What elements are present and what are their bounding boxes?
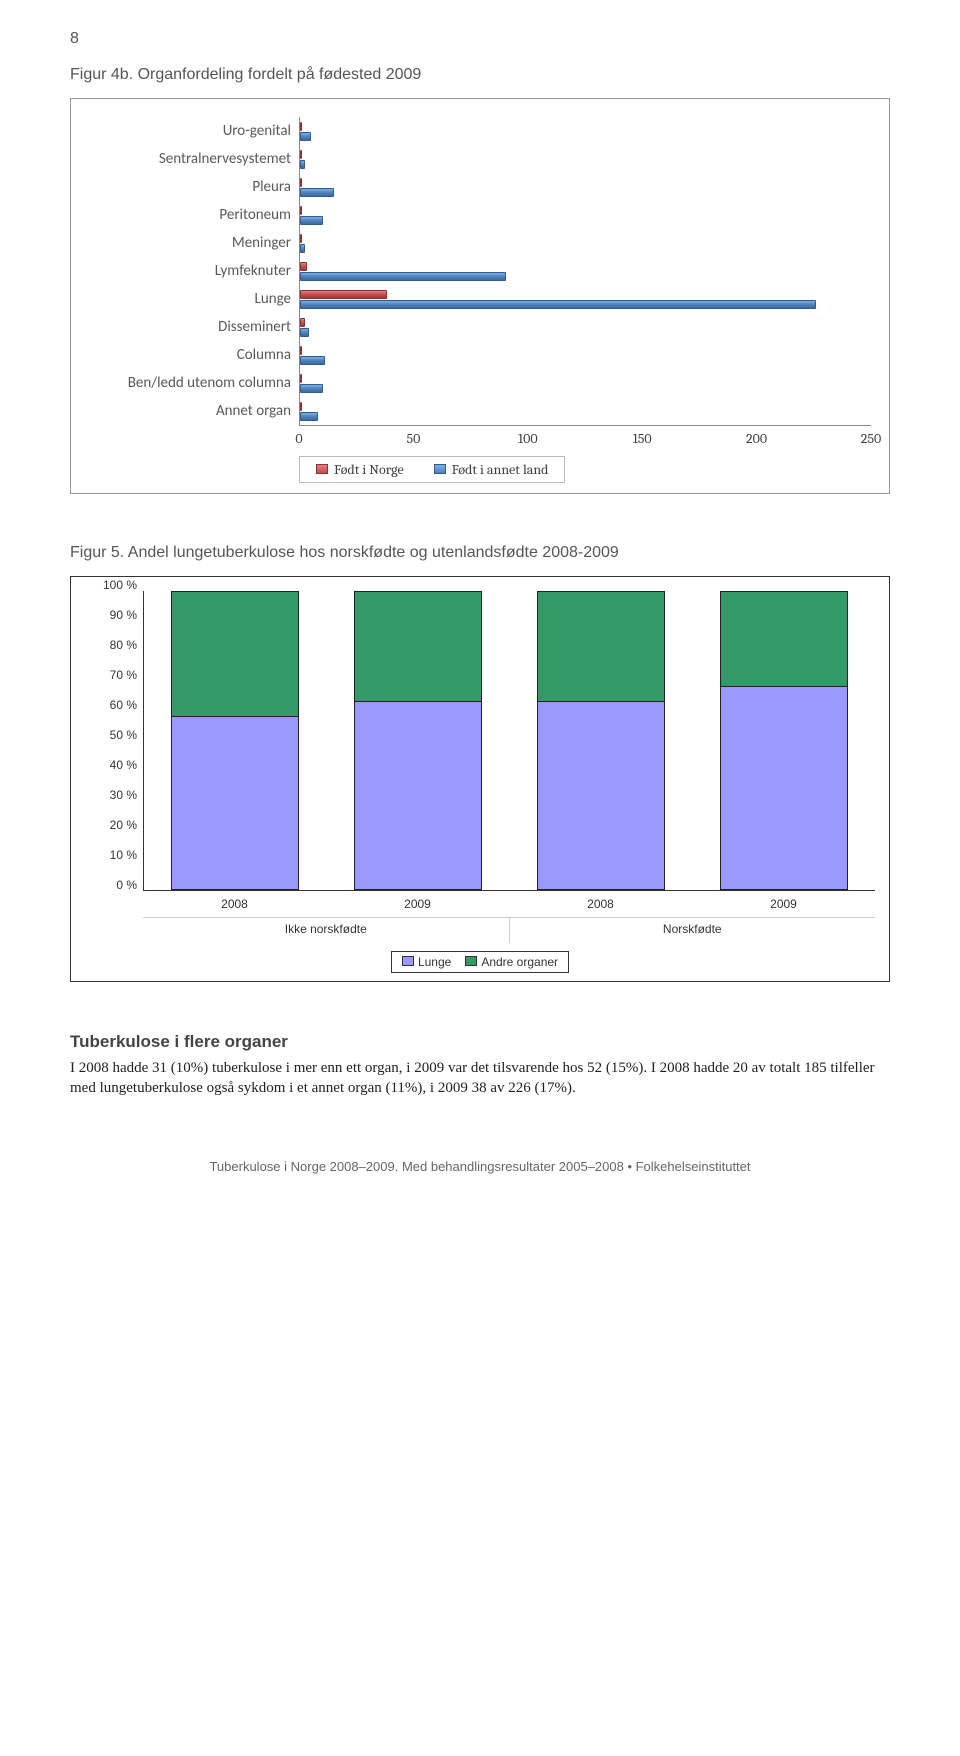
legend-swatch-annet — [434, 464, 446, 474]
chart4b-bar-norge — [300, 206, 302, 215]
chart5-group-label: Norskfødte — [509, 918, 876, 943]
chart5-seg-andre — [354, 591, 482, 702]
chart5-seg-lunge — [720, 687, 848, 890]
figure-4b-legend: Født i Norge Født i annet land — [299, 456, 565, 483]
chart4b-category-label: Uro-genital — [89, 117, 299, 145]
chart5-seg-andre — [171, 591, 299, 717]
chart5-seg-andre — [537, 591, 665, 702]
chart4b-category-label: Ben/ledd utenom columna — [89, 369, 299, 397]
legend-swatch-norge — [316, 464, 328, 474]
chart5-column — [144, 591, 327, 890]
chart4b-row — [300, 229, 871, 257]
page-footer: Tuberkulose i Norge 2008–2009. Med behan… — [70, 1159, 890, 1174]
chart5-column — [692, 591, 875, 890]
chart5-seg-lunge — [354, 702, 482, 890]
chart5-seg-lunge — [537, 702, 665, 890]
chart4b-category-label: Lunge — [89, 285, 299, 313]
chart4b-row — [300, 341, 871, 369]
chart4b-row — [300, 117, 871, 145]
chart4b-row — [300, 257, 871, 285]
chart4b-bar-norge — [300, 234, 302, 243]
chart5-xlabel: 2008 — [143, 891, 326, 917]
page-number: 8 — [70, 30, 890, 48]
section-heading: Tuberkulose i flere organer — [70, 1032, 890, 1052]
chart4b-bar-norge — [300, 290, 387, 299]
chart5-xlabel: 2008 — [509, 891, 692, 917]
chart4b-bar-norge — [300, 374, 302, 383]
chart4b-bar-norge — [300, 402, 302, 411]
chart4b-bar-annet — [300, 328, 309, 337]
section-body: I 2008 hadde 31 (10%) tuberkulose i mer … — [70, 1058, 890, 1099]
legend-label-andre: Andre organer — [481, 955, 558, 969]
chart4b-row — [300, 397, 871, 425]
chart4b-bar-norge — [300, 150, 302, 159]
chart5-xlabel: 2009 — [692, 891, 875, 917]
chart4b-xtick: 250 — [861, 430, 882, 447]
chart4b-row — [300, 145, 871, 173]
figure-5-title: Figur 5. Andel lungetuberkulose hos nors… — [70, 544, 890, 562]
chart4b-bar-annet — [300, 188, 334, 197]
chart5-seg-andre — [720, 591, 848, 687]
chart4b-row — [300, 285, 871, 313]
chart4b-xtick: 150 — [633, 430, 652, 447]
chart5-xlabel: 2009 — [326, 891, 509, 917]
chart4b-bar-annet — [300, 384, 323, 393]
chart4b-bar-annet — [300, 132, 311, 141]
chart4b-xtick: 50 — [406, 430, 420, 447]
chart4b-bar-norge — [300, 346, 302, 355]
chart4b-row — [300, 313, 871, 341]
chart4b-row — [300, 173, 871, 201]
chart4b-bar-norge — [300, 318, 305, 327]
legend-swatch-andre — [465, 956, 477, 966]
chart4b-bar-annet — [300, 244, 305, 253]
chart4b-row — [300, 201, 871, 229]
chart4b-category-label: Columna — [89, 341, 299, 369]
chart4b-xtick: 100 — [518, 430, 538, 447]
chart5-column — [510, 591, 693, 890]
chart4b-xtick: 200 — [746, 430, 767, 447]
chart4b-bar-annet — [300, 216, 323, 225]
legend-label-lunge: Lunge — [418, 955, 451, 969]
chart4b-bar-annet — [300, 412, 318, 421]
chart4b-category-label: Sentralnervesystemet — [89, 145, 299, 173]
legend-swatch-lunge — [402, 956, 414, 966]
chart4b-xtick: 0 — [295, 430, 302, 447]
chart5-column — [327, 591, 510, 890]
chart4b-category-label: Disseminert — [89, 313, 299, 341]
figure-5-chart: 100 %90 %80 %70 %60 %50 %40 %30 %20 %10 … — [70, 576, 890, 982]
chart4b-row — [300, 369, 871, 397]
chart4b-bar-norge — [300, 178, 302, 187]
chart4b-category-label: Meninger — [89, 229, 299, 257]
chart4b-bar-annet — [300, 160, 305, 169]
chart4b-bar-norge — [300, 122, 302, 131]
chart4b-bar-norge — [300, 262, 307, 271]
chart4b-category-label: Annet organ — [89, 397, 299, 425]
legend-label-annet: Født i annet land — [452, 461, 549, 478]
chart4b-category-label: Peritoneum — [89, 201, 299, 229]
chart4b-category-label: Lymfeknuter — [89, 257, 299, 285]
figure-4b-title: Figur 4b. Organfordeling fordelt på føde… — [70, 66, 890, 84]
chart4b-bar-annet — [300, 272, 506, 281]
figure-5-legend: Lunge Andre organer — [391, 951, 569, 973]
chart5-seg-lunge — [171, 717, 299, 890]
legend-label-norge: Født i Norge — [334, 461, 404, 478]
chart4b-bar-annet — [300, 300, 816, 309]
figure-4b-chart: Uro-genitalSentralnervesystemetPleuraPer… — [70, 98, 890, 494]
chart4b-category-label: Pleura — [89, 173, 299, 201]
chart4b-bar-annet — [300, 356, 325, 365]
chart5-group-label: Ikke norskfødte — [143, 918, 509, 943]
